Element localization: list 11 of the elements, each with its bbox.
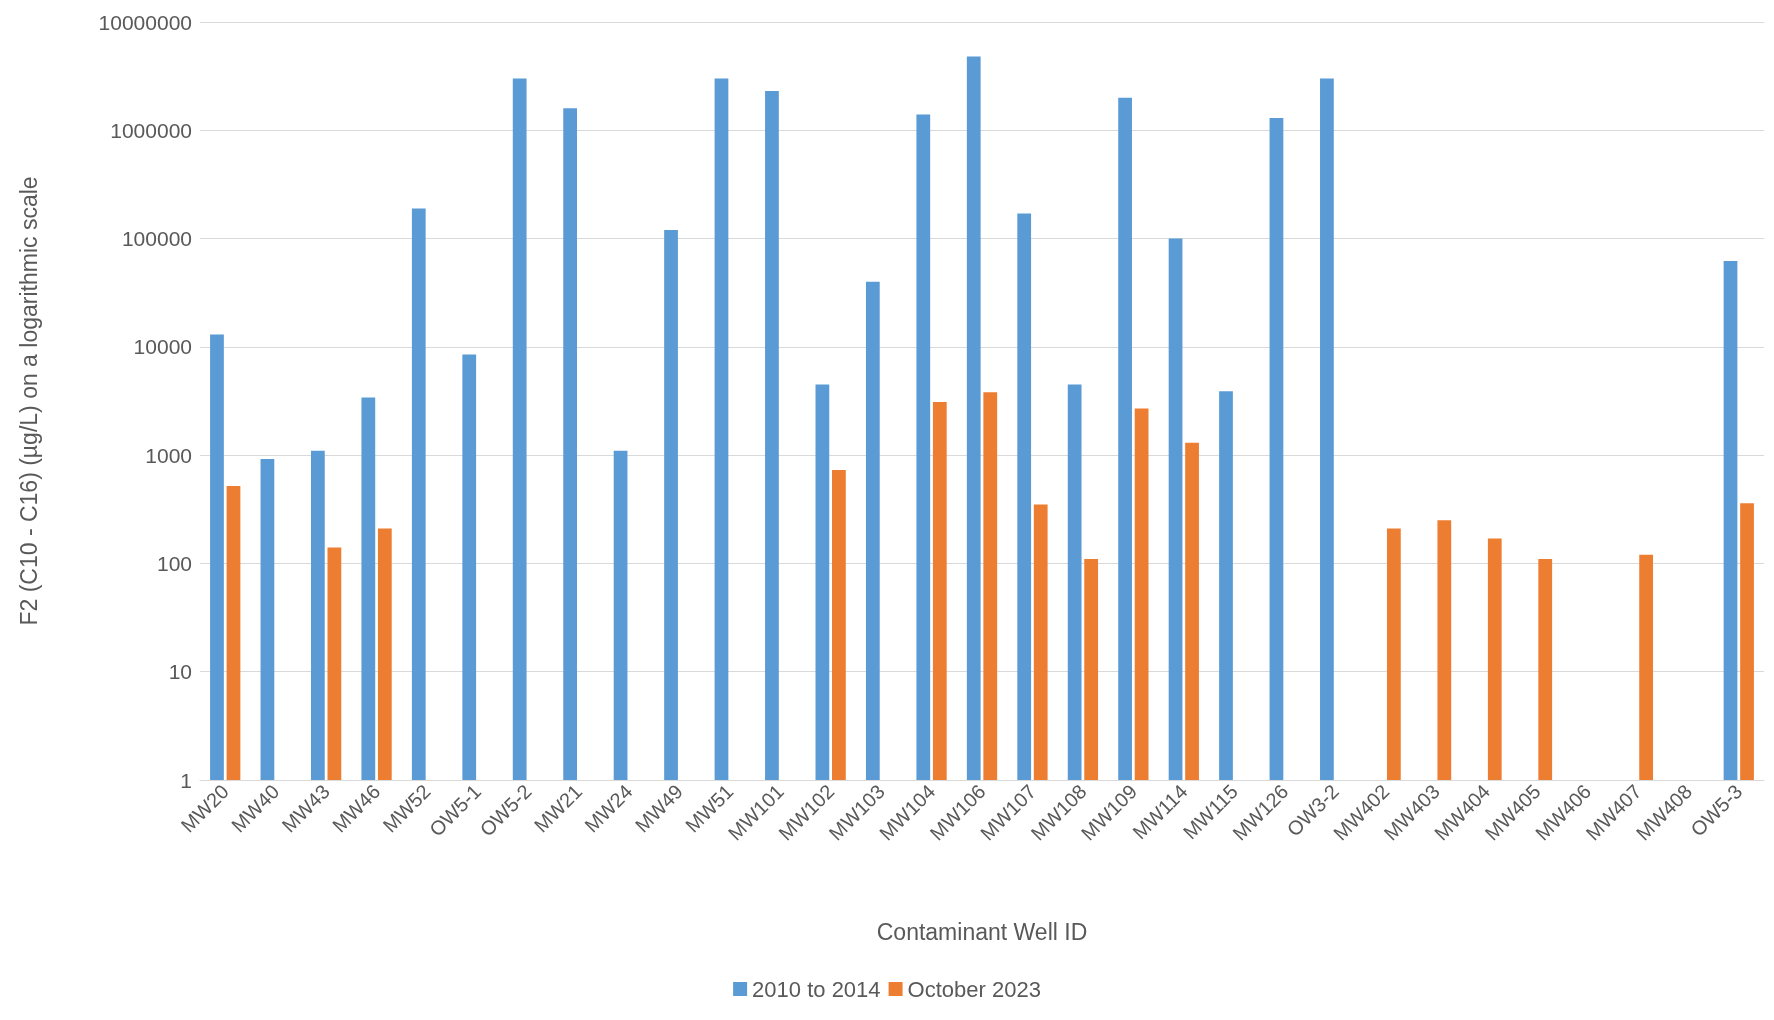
y-tick-label: 10000 xyxy=(133,335,192,359)
y-axis-title: F2 (C10 - C16) (µg/L) on a logarithmic scale xyxy=(15,176,42,626)
y-tick-label: 100000 xyxy=(121,227,192,251)
y-tick-label: 1000000 xyxy=(110,118,192,142)
y-tick-label: 1000 xyxy=(145,443,192,467)
x-axis-title: Contaminant Well ID xyxy=(876,918,1088,945)
y-tick-label: 100 xyxy=(156,551,192,575)
legend-label: October 2023 xyxy=(907,976,1041,1002)
legend-label: 2010 to 2014 xyxy=(752,976,881,1002)
y-tick-label: 10000000 xyxy=(98,10,192,34)
y-tick-label: 10 xyxy=(168,660,192,684)
